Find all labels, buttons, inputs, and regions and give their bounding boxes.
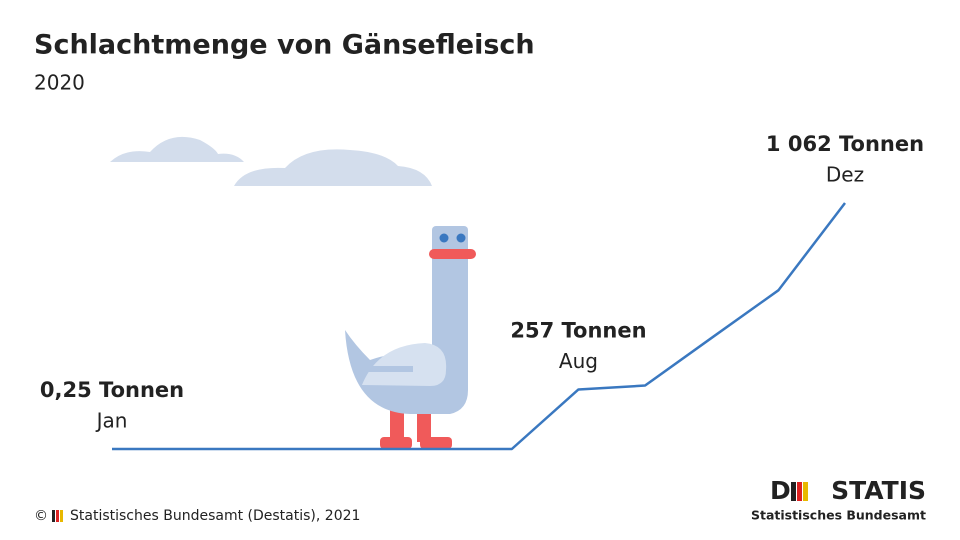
value-label: 0,25 Tonnen <box>40 378 184 402</box>
category-label: Jan <box>95 408 128 432</box>
logo-right: STATIS <box>831 476 926 505</box>
footer: © Statistisches Bundesamt (Destatis), 20… <box>34 508 360 524</box>
logo-subtitle: Statistisches Bundesamt <box>751 508 926 523</box>
logo: D STATIS Statistisches Bundesamt <box>751 476 926 523</box>
copyright-symbol: © <box>34 508 48 524</box>
value-label: 1 062 Tonnen <box>766 132 924 156</box>
chart-title: Schlachtmenge von Gänsefleisch <box>34 30 535 61</box>
line <box>111 202 846 451</box>
source: Statistisches Bundesamt (Destatis), 2021 <box>70 508 360 524</box>
clouds <box>110 136 432 186</box>
goose <box>345 226 476 449</box>
logo-left: D <box>770 476 791 505</box>
value-label: 257 Tonnen <box>510 318 646 342</box>
category-label: Dez <box>826 163 864 187</box>
chart-subtitle: 2020 <box>34 71 85 95</box>
category-label: Aug <box>559 349 598 373</box>
